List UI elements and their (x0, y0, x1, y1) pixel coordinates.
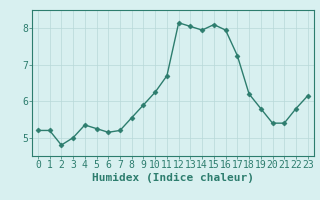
X-axis label: Humidex (Indice chaleur): Humidex (Indice chaleur) (92, 173, 254, 183)
